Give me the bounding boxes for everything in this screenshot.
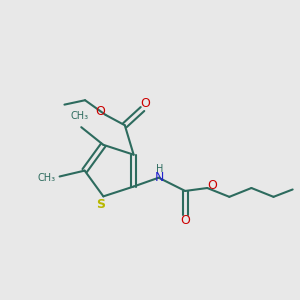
Text: O: O [95, 106, 105, 118]
Text: H: H [156, 164, 163, 175]
Text: CH₃: CH₃ [71, 111, 89, 121]
Text: O: O [208, 178, 218, 192]
Text: S: S [97, 198, 106, 211]
Text: CH₃: CH₃ [37, 173, 55, 183]
Text: N: N [154, 171, 164, 184]
Text: O: O [180, 214, 190, 227]
Text: O: O [140, 97, 150, 110]
